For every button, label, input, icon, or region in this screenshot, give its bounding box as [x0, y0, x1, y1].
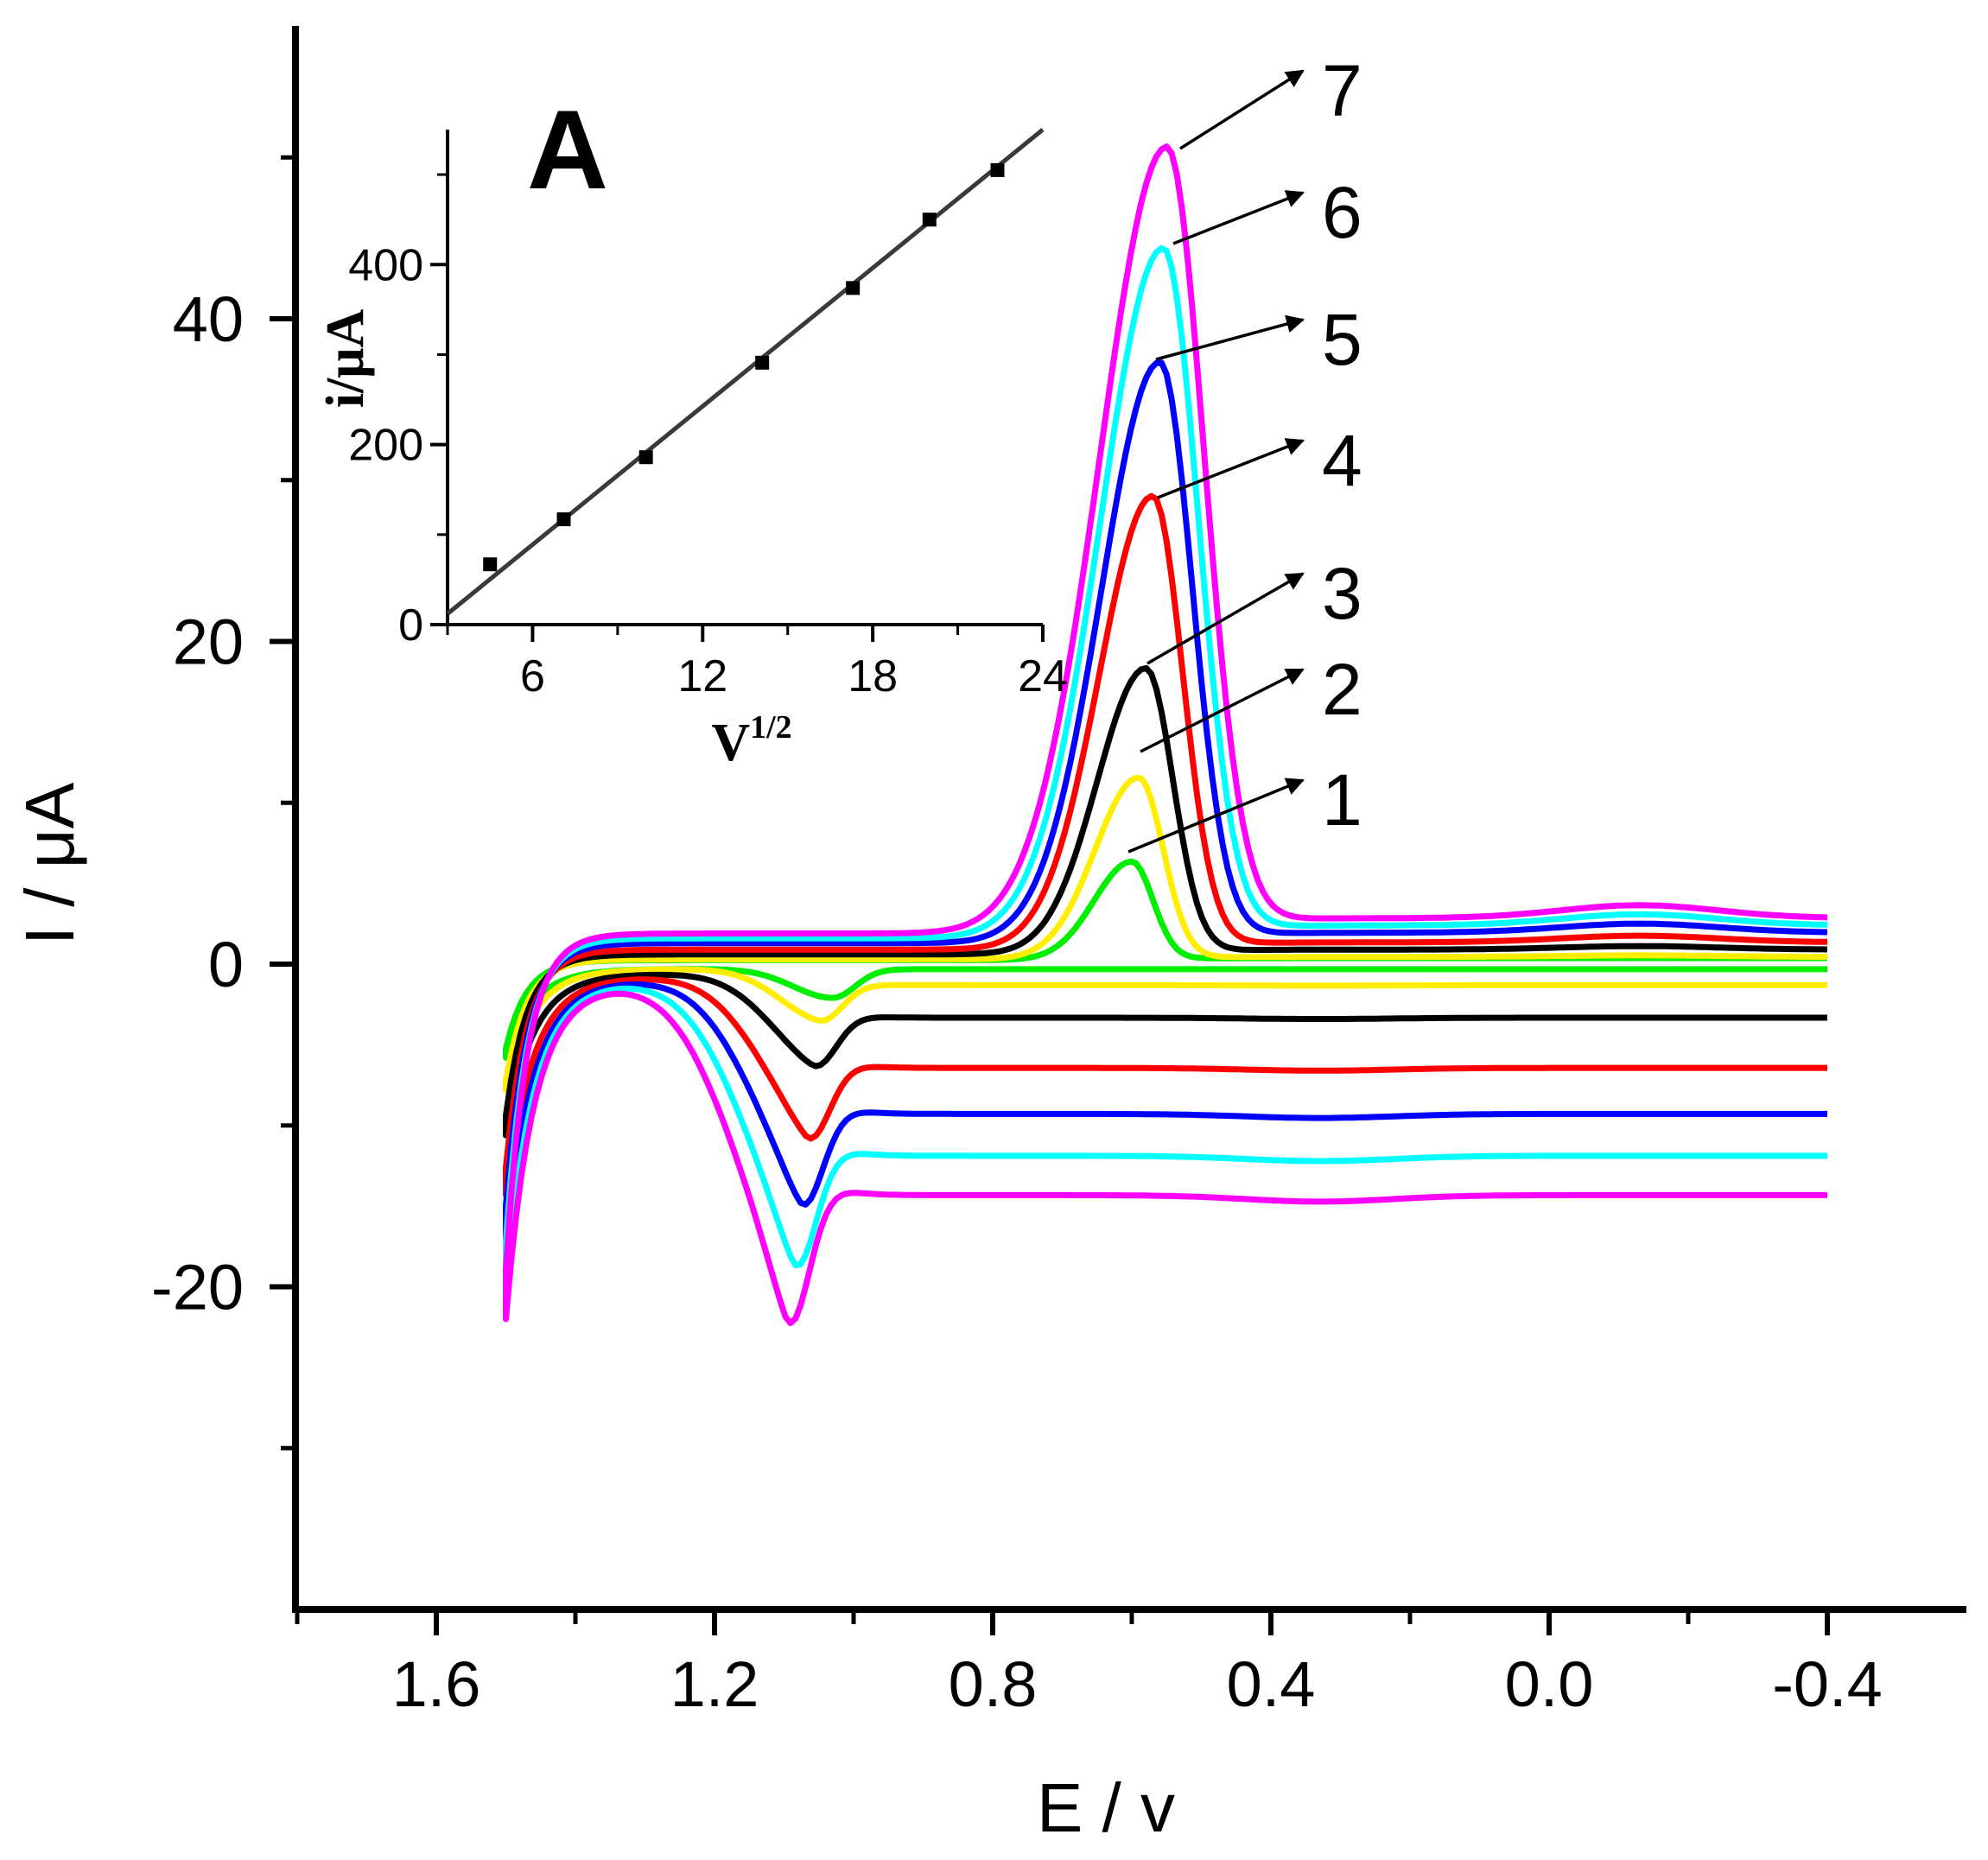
main-curves	[503, 143, 1828, 1326]
inset-x-axis-title-base: V	[711, 714, 750, 772]
cv-curve-4	[503, 492, 1827, 1198]
main-y-tick-label: 40	[173, 283, 244, 355]
inset-plot: 6 12 18 24 0 200 400 V1/2 i/μA A	[316, 86, 1068, 772]
main-x-tick-label: -0.4	[1772, 1648, 1883, 1720]
inset-x-tick-label: 12	[677, 651, 727, 701]
curve-arrow-2	[1140, 668, 1305, 753]
inset-y-tick-label: 0	[398, 600, 423, 651]
inset-data-point	[556, 512, 571, 527]
curve-label-3: 3	[1322, 553, 1362, 634]
main-x-tick-label: 0.0	[1505, 1648, 1594, 1720]
inset-y-tick-label: 400	[348, 240, 423, 290]
inset-data-point	[922, 213, 937, 227]
curve-arrow-5	[1155, 314, 1305, 361]
curve-label-5: 5	[1322, 299, 1362, 380]
curve-labels: 1 2 3 4 5 6 7	[1322, 50, 1362, 841]
inset-fit-line	[446, 128, 1045, 616]
inset-x-tick-label: 24	[1018, 651, 1068, 701]
main-x-tick-label: 1.6	[392, 1648, 481, 1720]
main-x-tick-label: 0.4	[1227, 1648, 1316, 1720]
curve-arrow-4	[1157, 438, 1305, 499]
curve-arrow-3	[1146, 572, 1305, 665]
main-y-tick-label: 20	[173, 606, 244, 678]
curve-arrow-6	[1172, 190, 1305, 245]
curve-label-4: 4	[1322, 420, 1362, 501]
main-x-axis-title: E / v	[1037, 1769, 1175, 1846]
inset-data-point	[990, 162, 1005, 177]
main-y-axis-title: I / μA	[11, 782, 88, 945]
main-x-tick-label: 0.8	[949, 1648, 1038, 1720]
curve-arrow-7	[1179, 69, 1305, 150]
inset-x-tick-label: 6	[520, 651, 545, 701]
inset-data-points	[483, 162, 1005, 572]
cv-curve-7	[503, 143, 1828, 1326]
curve-label-1: 1	[1322, 759, 1362, 841]
inset-data-point	[638, 450, 653, 465]
inset-x-axis-title: V1/2	[711, 709, 791, 772]
curve-label-7: 7	[1322, 50, 1362, 131]
inset-data-point	[483, 557, 498, 572]
inset-x-axis-title-exponent: 1/2	[750, 709, 792, 746]
main-y-tick-label: -20	[151, 1252, 244, 1324]
cv-curve-3	[503, 664, 1828, 1139]
inset-data-point	[846, 281, 861, 295]
inset-y-tick-label: 200	[348, 421, 423, 471]
panel-label: A	[527, 86, 608, 213]
curve-arrow-1	[1127, 778, 1305, 854]
inset-data-point	[755, 355, 770, 370]
inset-ticks: 6 12 18 24 0 200 400	[348, 173, 1068, 701]
main-y-tick-label: 0	[208, 929, 244, 1000]
curve-label-6: 6	[1322, 172, 1362, 253]
curve-label-arrows	[1127, 69, 1305, 854]
inset-x-tick-label: 18	[848, 651, 898, 701]
cv-curve-2	[503, 774, 1827, 1094]
main-x-tick-label: 1.2	[670, 1648, 759, 1720]
inset-y-axis-title: i/μA	[316, 309, 375, 409]
curve-label-2: 2	[1322, 649, 1362, 730]
inset-fit-line-segment	[446, 128, 1045, 616]
